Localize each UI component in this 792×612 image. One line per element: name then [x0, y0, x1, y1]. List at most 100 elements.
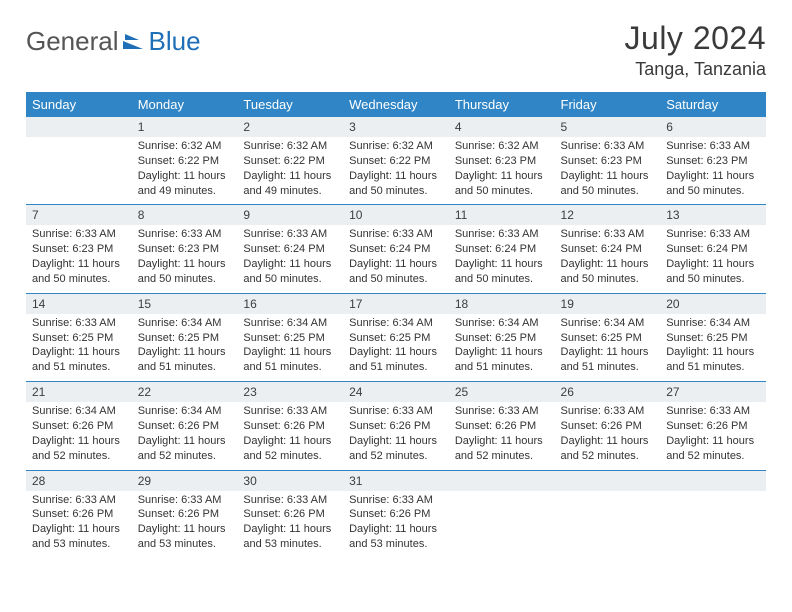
sunset-text: Sunset: 6:26 PM — [455, 419, 549, 434]
day-number-cell: 2 — [237, 117, 343, 137]
daylight-text: and 51 minutes. — [561, 360, 655, 375]
calendar-page: General Blue July 2024 Tanga, Tanzania S… — [0, 0, 792, 612]
day-number-cell: 22 — [132, 382, 238, 403]
day-details-cell: Sunrise: 6:34 AMSunset: 6:26 PMDaylight:… — [26, 402, 132, 470]
day-number-row: 78910111213 — [26, 205, 766, 226]
sunrise-text: Sunrise: 6:33 AM — [349, 227, 443, 242]
daylight-text: and 51 minutes. — [666, 360, 760, 375]
daylight-text: Daylight: 11 hours — [32, 522, 126, 537]
sunset-text: Sunset: 6:25 PM — [455, 331, 549, 346]
day-details-cell: Sunrise: 6:32 AMSunset: 6:22 PMDaylight:… — [343, 137, 449, 205]
day-details-cell: Sunrise: 6:33 AMSunset: 6:24 PMDaylight:… — [660, 225, 766, 293]
sunrise-text: Sunrise: 6:33 AM — [243, 493, 337, 508]
day-details-cell: Sunrise: 6:33 AMSunset: 6:24 PMDaylight:… — [237, 225, 343, 293]
sunset-text: Sunset: 6:26 PM — [561, 419, 655, 434]
daylight-text: Daylight: 11 hours — [666, 434, 760, 449]
day-details-cell — [449, 491, 555, 558]
day-details-cell: Sunrise: 6:33 AMSunset: 6:24 PMDaylight:… — [449, 225, 555, 293]
daylight-text: and 50 minutes. — [243, 272, 337, 287]
day-details-cell: Sunrise: 6:33 AMSunset: 6:26 PMDaylight:… — [237, 491, 343, 558]
weekday-header: Monday — [132, 92, 238, 117]
daylight-text: Daylight: 11 hours — [138, 434, 232, 449]
daylight-text: Daylight: 11 hours — [455, 434, 549, 449]
weekday-header: Wednesday — [343, 92, 449, 117]
day-details-row: Sunrise: 6:34 AMSunset: 6:26 PMDaylight:… — [26, 402, 766, 470]
day-details-cell — [26, 137, 132, 205]
daylight-text: Daylight: 11 hours — [138, 169, 232, 184]
weekday-header: Tuesday — [237, 92, 343, 117]
day-number-cell — [660, 470, 766, 491]
sunrise-text: Sunrise: 6:33 AM — [561, 404, 655, 419]
sunrise-text: Sunrise: 6:33 AM — [666, 139, 760, 154]
daylight-text: Daylight: 11 hours — [243, 522, 337, 537]
day-details-cell: Sunrise: 6:34 AMSunset: 6:25 PMDaylight:… — [660, 314, 766, 382]
daylight-text: and 50 minutes. — [349, 272, 443, 287]
daylight-text: and 50 minutes. — [349, 184, 443, 199]
day-details-row: Sunrise: 6:33 AMSunset: 6:23 PMDaylight:… — [26, 225, 766, 293]
day-details-row: Sunrise: 6:33 AM Sunset: 6:26 PM Daylight:… — [26, 491, 766, 558]
weekday-header: Friday — [555, 92, 661, 117]
day-details-cell: Sunrise: 6:34 AMSunset: 6:26 PMDaylight:… — [132, 402, 238, 470]
sunset-text: Sunset: 6:26 PM — [349, 419, 443, 434]
daylight-text: and 53 minutes. — [138, 537, 232, 552]
weekday-header: Saturday — [660, 92, 766, 117]
day-details-cell: Sunrise: 6:33 AMSunset: 6:26 PMDaylight:… — [343, 491, 449, 558]
day-number-cell: 13 — [660, 205, 766, 226]
day-details-cell: Sunrise: 6:33 AMSunset: 6:26 PMDaylight:… — [343, 402, 449, 470]
day-details-cell — [660, 491, 766, 558]
sunset-text: Sunset: 6:22 PM — [138, 154, 232, 169]
sunset-text: Sunset: 6:26 PM — [666, 419, 760, 434]
sunrise-text: Sunrise: 6:34 AM — [243, 316, 337, 331]
day-details-cell: Sunrise: 6:34 AMSunset: 6:25 PMDaylight:… — [449, 314, 555, 382]
sunrise-text: Sunrise: 6:33 AM — [138, 493, 232, 508]
day-number-cell: 31 — [343, 470, 449, 491]
daylight-text: Daylight: 11 hours — [666, 169, 760, 184]
day-details-cell: Sunrise: 6:33 AMSunset: 6:26 PMDaylight:… — [660, 402, 766, 470]
daylight-text: and 50 minutes. — [455, 272, 549, 287]
daylight-text: Daylight: 11 hours — [138, 522, 232, 537]
sunrise-text: Sunrise: 6:33 AM — [455, 227, 549, 242]
day-number-cell — [26, 117, 132, 137]
day-number-row: 14151617181920 — [26, 293, 766, 314]
daylight-text: Daylight: 11 hours — [455, 169, 549, 184]
sunset-text: Sunset: 6:24 PM — [455, 242, 549, 257]
day-number-cell: 30 — [237, 470, 343, 491]
daylight-text: and 51 minutes. — [455, 360, 549, 375]
daylight-text: and 52 minutes. — [138, 449, 232, 464]
sunset-text: Sunset: 6:25 PM — [243, 331, 337, 346]
day-number-cell: 18 — [449, 293, 555, 314]
sunset-text: Sunset: 6:26 PM — [349, 507, 443, 522]
daylight-text: and 51 minutes. — [138, 360, 232, 375]
daylight-text: Daylight: 11 hours — [561, 169, 655, 184]
day-details-cell — [555, 491, 661, 558]
sunrise-text: Sunrise: 6:33 AM — [243, 227, 337, 242]
day-details-cell: Sunrise: 6:34 AMSunset: 6:25 PMDaylight:… — [237, 314, 343, 382]
sunrise-text: Sunrise: 6:34 AM — [561, 316, 655, 331]
daylight-text: Daylight: 11 hours — [138, 257, 232, 272]
sunrise-text: Sunrise: 6:33 AM — [455, 404, 549, 419]
sunrise-text: Sunrise: 6:33 AM — [349, 404, 443, 419]
daylight-text: Daylight: 11 hours — [455, 257, 549, 272]
day-number-cell: 20 — [660, 293, 766, 314]
daylight-text: and 53 minutes. — [243, 537, 337, 552]
day-number-cell: 11 — [449, 205, 555, 226]
sunrise-text: Sunrise: 6:33 AM — [32, 227, 126, 242]
day-number-cell: 25 — [449, 382, 555, 403]
daylight-text: Daylight: 11 hours — [349, 434, 443, 449]
day-number-cell — [555, 470, 661, 491]
daylight-text: and 50 minutes. — [666, 272, 760, 287]
daylight-text: Daylight: 11 hours — [561, 434, 655, 449]
daylight-text: and 52 minutes. — [455, 449, 549, 464]
sunset-text: Sunset: 6:24 PM — [561, 242, 655, 257]
sunset-text: Sunset: 6:23 PM — [32, 242, 126, 257]
sunset-text: Sunset: 6:25 PM — [32, 331, 126, 346]
daylight-text: and 51 minutes. — [32, 360, 126, 375]
sunset-text: Sunset: 6:23 PM — [455, 154, 549, 169]
day-number-cell: 19 — [555, 293, 661, 314]
brand-part1: General — [26, 26, 119, 57]
day-number-cell: 4 — [449, 117, 555, 137]
sunset-text: Sunset: 6:26 PM — [138, 419, 232, 434]
daylight-text: Daylight: 11 hours — [666, 345, 760, 360]
weekday-header: Thursday — [449, 92, 555, 117]
sunrise-text: Sunrise: 6:34 AM — [138, 316, 232, 331]
